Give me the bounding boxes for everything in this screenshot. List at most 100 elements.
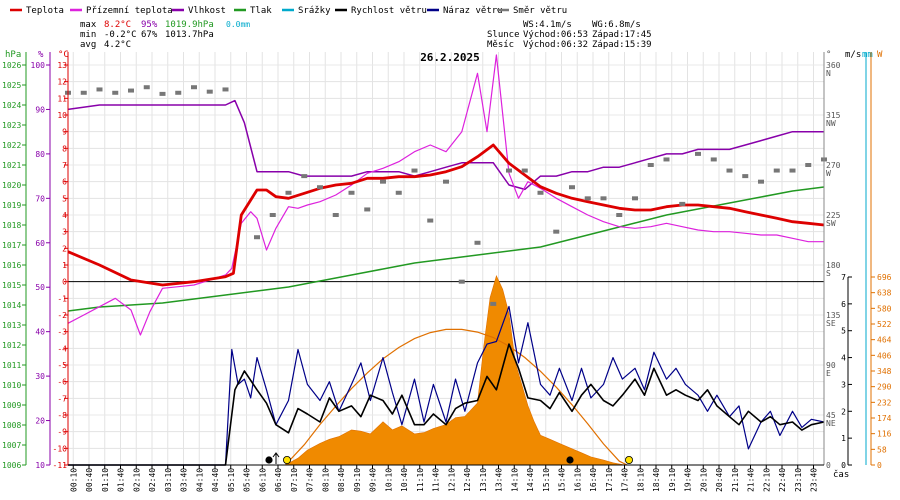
hpa-tick-label: 1013 bbox=[2, 321, 21, 330]
wind-tick-label: 5 bbox=[841, 327, 846, 336]
wind-direction-point bbox=[395, 190, 402, 195]
temp-tick-label: -5 bbox=[57, 361, 67, 370]
pct-tick-label: 70 bbox=[35, 194, 45, 203]
sunset-marker bbox=[625, 455, 634, 464]
time-tick-label: 22:40 bbox=[778, 468, 787, 492]
time-tick-label: 05:10 bbox=[227, 468, 236, 492]
wind-direction-point bbox=[695, 151, 701, 156]
pct-tick-label: 60 bbox=[35, 239, 45, 248]
temp-tick-label: -2 bbox=[57, 311, 67, 320]
wind-direction-point bbox=[553, 229, 560, 234]
time-tick-label: 09:40 bbox=[369, 468, 378, 492]
solar-tick-label: 232 bbox=[877, 398, 892, 407]
time-tick-label: 00:40 bbox=[85, 468, 94, 492]
stats-avg-label: avg bbox=[80, 40, 96, 50]
pct-tick-label: 20 bbox=[35, 417, 45, 426]
solar-tick-label: 406 bbox=[877, 351, 892, 360]
wind-direction-point bbox=[490, 301, 497, 306]
stats-min-hum: 67% bbox=[141, 30, 158, 40]
temp-tick-label: -1 bbox=[57, 294, 67, 303]
hpa-tick-label: 1018 bbox=[2, 221, 21, 230]
temp-tick-label: 12 bbox=[57, 78, 67, 87]
info-moon-label: Měsíc bbox=[487, 40, 514, 50]
temp-tick-label: 5 bbox=[62, 194, 67, 203]
time-tick-label: 15:40 bbox=[558, 468, 567, 492]
hpa-tick-label: 1020 bbox=[2, 181, 21, 190]
hpa-tick-label: 1017 bbox=[2, 241, 21, 250]
wind-direction-point bbox=[758, 179, 764, 184]
dir-tick-label: 360 bbox=[826, 61, 841, 70]
dir-tick-label: 45 bbox=[826, 411, 836, 420]
time-tick-label: 01:10 bbox=[101, 468, 110, 492]
pct-tick-label: 30 bbox=[35, 372, 45, 381]
hpa-tick-label: 1022 bbox=[2, 141, 21, 150]
hpa-tick-label: 1007 bbox=[2, 441, 21, 450]
dir-name-label: NE bbox=[826, 419, 836, 428]
solar-tick-label: 348 bbox=[877, 367, 892, 376]
wind-direction-point bbox=[206, 89, 213, 94]
ground-temperature-line bbox=[67, 54, 824, 336]
time-tick-label: 10:10 bbox=[384, 468, 393, 492]
wind-direction-point bbox=[584, 196, 591, 201]
time-tick-label: 11:10 bbox=[416, 468, 425, 492]
temp-tick-label: 13 bbox=[57, 61, 67, 70]
time-tick-label: 15:10 bbox=[542, 468, 551, 492]
wind-tick-label: 0 bbox=[841, 461, 846, 470]
pct-tick-label: 40 bbox=[35, 328, 45, 337]
moonset-marker bbox=[566, 456, 574, 464]
lines-layer bbox=[65, 54, 827, 466]
temp-tick-label: 6 bbox=[62, 178, 67, 187]
wind-direction-point bbox=[742, 174, 749, 179]
dir-name-label: SW bbox=[826, 219, 836, 228]
hpa-tick-label: 1011 bbox=[2, 361, 21, 370]
hpa-tick-label: 1010 bbox=[2, 381, 21, 390]
temp-tick-label: -3 bbox=[57, 328, 67, 337]
dir-name-label: S bbox=[826, 269, 831, 278]
wind-direction-point bbox=[710, 157, 717, 162]
wind-direction-point bbox=[332, 213, 339, 217]
solar-tick-label: 696 bbox=[877, 273, 892, 282]
wind-direction-point bbox=[726, 168, 733, 173]
solar-radiation-area bbox=[285, 275, 628, 466]
wind-direction-point bbox=[506, 168, 512, 173]
wind-direction-point bbox=[364, 207, 371, 212]
temp-tick-label: -7 bbox=[57, 394, 67, 403]
axis-unit-wind: m/s bbox=[845, 50, 861, 60]
legend-label: Směr větru bbox=[513, 6, 567, 16]
time-tick-label: 01:40 bbox=[117, 468, 126, 492]
wind-tick-label: 4 bbox=[841, 354, 846, 363]
legend-label: Vlhkost bbox=[188, 6, 226, 16]
dir-tick-label: 270 bbox=[826, 161, 841, 170]
wind-tick-label: 1 bbox=[841, 434, 846, 443]
time-tick-label: 14:40 bbox=[526, 468, 535, 492]
time-tick-label: 23:40 bbox=[810, 468, 819, 492]
wind-direction-point bbox=[128, 88, 134, 93]
hpa-tick-label: 1008 bbox=[2, 421, 21, 430]
time-tick-label: 03:40 bbox=[180, 468, 189, 492]
wind-direction-point bbox=[254, 235, 260, 240]
temp-tick-label: -4 bbox=[57, 344, 67, 353]
wind-direction-point bbox=[411, 168, 418, 173]
pct-tick-label: 50 bbox=[35, 283, 45, 292]
time-tick-label: 19:40 bbox=[684, 468, 693, 492]
wind-direction-point bbox=[647, 163, 654, 167]
dir-tick-label: 90 bbox=[826, 361, 836, 370]
time-tick-label: 02:10 bbox=[132, 468, 141, 492]
temp-tick-label: 2 bbox=[62, 244, 67, 253]
time-tick-label: 07:10 bbox=[290, 468, 299, 492]
wind-tick-label: 7 bbox=[841, 273, 846, 282]
wind-direction-point bbox=[443, 179, 449, 184]
axes-layer: 1006100710081009101010111012101310141015… bbox=[2, 52, 892, 470]
time-tick-label: 18:40 bbox=[652, 468, 661, 492]
stats-max-hum: 95% bbox=[141, 20, 158, 30]
hpa-tick-label: 1024 bbox=[2, 101, 21, 110]
time-tick-label: 06:40 bbox=[274, 468, 283, 492]
dir-tick-label: 315 bbox=[826, 111, 841, 120]
hpa-tick-label: 1014 bbox=[2, 301, 21, 310]
time-tick-label: 04:40 bbox=[211, 468, 220, 492]
time-tick-label: 23:10 bbox=[794, 468, 803, 492]
stats-avg-temp: 4.2°C bbox=[104, 40, 131, 50]
wind-direction-point bbox=[805, 163, 812, 167]
temp-tick-label: 9 bbox=[62, 128, 67, 137]
